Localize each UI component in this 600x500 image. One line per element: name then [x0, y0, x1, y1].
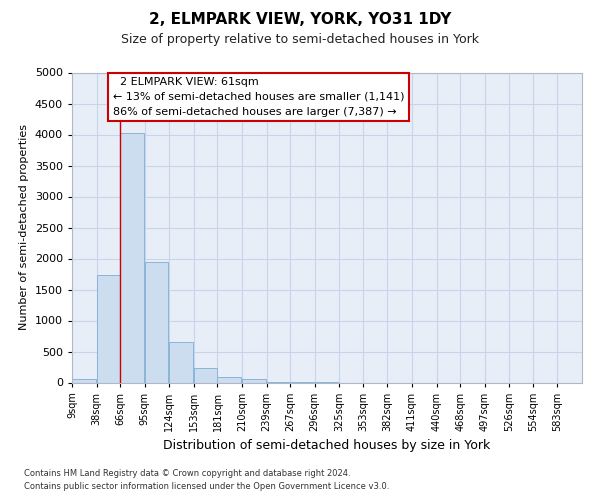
- Text: 2, ELMPARK VIEW, YORK, YO31 1DY: 2, ELMPARK VIEW, YORK, YO31 1DY: [149, 12, 451, 28]
- Text: 2 ELMPARK VIEW: 61sqm  
← 13% of semi-detached houses are smaller (1,141)
86% of: 2 ELMPARK VIEW: 61sqm ← 13% of semi-deta…: [113, 77, 404, 116]
- Text: Contains HM Land Registry data © Crown copyright and database right 2024.: Contains HM Land Registry data © Crown c…: [24, 468, 350, 477]
- Bar: [97, 275, 120, 382]
- X-axis label: Distribution of semi-detached houses by size in York: Distribution of semi-detached houses by …: [163, 439, 491, 452]
- Bar: [217, 377, 241, 382]
- Bar: [169, 342, 193, 382]
- Bar: [120, 132, 144, 382]
- Bar: [194, 368, 217, 382]
- Text: Size of property relative to semi-detached houses in York: Size of property relative to semi-detach…: [121, 32, 479, 46]
- Text: Contains public sector information licensed under the Open Government Licence v3: Contains public sector information licen…: [24, 482, 389, 491]
- Y-axis label: Number of semi-detached properties: Number of semi-detached properties: [19, 124, 29, 330]
- Bar: [145, 262, 169, 382]
- Bar: [242, 380, 266, 382]
- Bar: [72, 379, 95, 382]
